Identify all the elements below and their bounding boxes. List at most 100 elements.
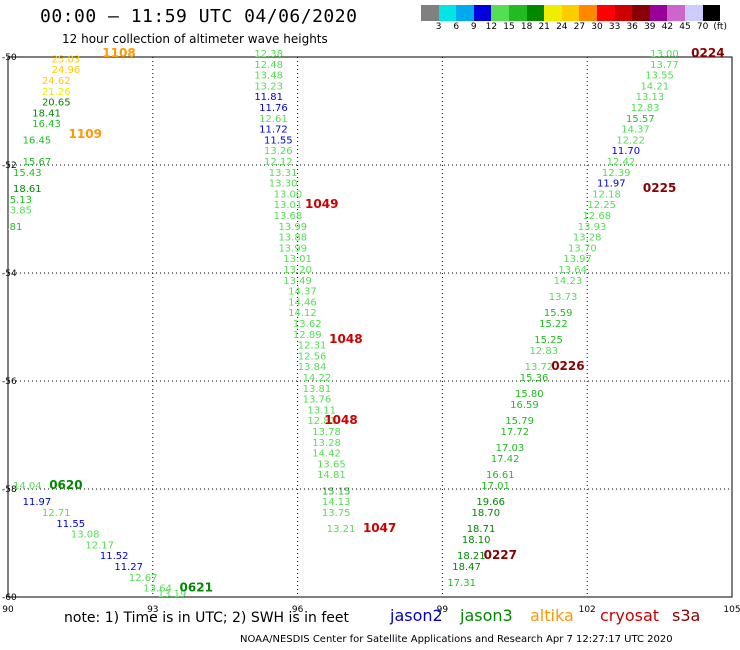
credit-line: NOAA/NESDIS Center for Satellite Applica… bbox=[240, 634, 673, 645]
legend-swatch bbox=[684, 5, 703, 21]
swh-value: 13.85 bbox=[3, 206, 32, 217]
swh-value: 12.12 bbox=[264, 157, 293, 168]
swh-value: 11.27 bbox=[114, 562, 143, 573]
swh-value: 13.19 bbox=[158, 589, 187, 600]
swh-value: 13.01 bbox=[283, 254, 312, 265]
legend-label: 45 bbox=[679, 22, 691, 32]
pass-time-label: 1047 bbox=[363, 521, 396, 535]
lat-tick-label: -54 bbox=[2, 269, 17, 279]
pass-time-label: 1108 bbox=[102, 46, 135, 60]
legend-swatch bbox=[473, 5, 492, 21]
swh-value: 13.81 bbox=[303, 384, 332, 395]
swh-value: 13.99 bbox=[278, 243, 307, 254]
swh-value: 11.55 bbox=[56, 519, 85, 530]
legend-label: 33 bbox=[608, 22, 621, 32]
swh-value: 13.65 bbox=[317, 459, 346, 470]
legend-swatch bbox=[632, 5, 650, 21]
lat-tick-label: -60 bbox=[2, 593, 17, 603]
swh-value: 15.67 bbox=[23, 157, 52, 168]
swh-value: 12.38 bbox=[254, 49, 283, 60]
swh-value: 11.76 bbox=[259, 103, 288, 114]
swh-value: 15.43 bbox=[13, 168, 42, 179]
satellite-cryosat: cryosat bbox=[600, 606, 660, 625]
swh-value: 15.36 bbox=[520, 373, 549, 384]
swh-value: 19.66 bbox=[476, 497, 505, 508]
swh-value: 13.01 bbox=[274, 200, 303, 211]
pass-time-label: 0227 bbox=[484, 548, 517, 562]
swh-value: 13.97 bbox=[563, 254, 592, 265]
swh-value: 14.37 bbox=[621, 125, 650, 136]
legend-label: 9 bbox=[470, 22, 477, 32]
swh-value: 12.39 bbox=[602, 168, 631, 179]
legend-swatch bbox=[579, 5, 597, 21]
swh-value: 17.81 bbox=[0, 222, 22, 233]
swh-value: 13.00 bbox=[650, 49, 679, 60]
color-scale-legend bbox=[421, 5, 721, 21]
swh-value: 12.31 bbox=[298, 341, 327, 352]
legend-swatch bbox=[667, 5, 685, 21]
swh-value: 13.28 bbox=[573, 233, 602, 244]
swh-value: 18.10 bbox=[462, 535, 491, 546]
swh-value: 12.81 bbox=[307, 416, 336, 427]
swh-value: 11.52 bbox=[100, 551, 129, 562]
swh-value: 14.23 bbox=[554, 276, 583, 287]
satellite-jason3: jason3 bbox=[460, 606, 513, 625]
swh-value: 17.03 bbox=[496, 443, 525, 454]
swh-value: 13.13 bbox=[636, 92, 665, 103]
swh-value: 11.72 bbox=[259, 125, 288, 136]
legend-swatch bbox=[596, 5, 615, 21]
swh-value: 12.89 bbox=[293, 330, 322, 341]
legend-swatch bbox=[702, 5, 721, 21]
swh-value: 15.79 bbox=[505, 416, 534, 427]
legend-label: 42 bbox=[661, 22, 674, 32]
swh-value: 14.22 bbox=[303, 373, 332, 384]
swh-value: 18.61 bbox=[13, 184, 42, 195]
swh-value: 13.99 bbox=[278, 222, 307, 233]
legend-swatch bbox=[544, 5, 562, 21]
swh-value: 13.84 bbox=[298, 362, 327, 373]
pass-time-label: 0226 bbox=[551, 359, 584, 373]
legend-swatch bbox=[491, 5, 509, 21]
swh-value: 17.72 bbox=[500, 427, 529, 438]
page-title: 00:00 – 11:59 UTC 04/06/2020 bbox=[40, 6, 358, 27]
legend-label: 70 bbox=[696, 22, 709, 32]
legend-swatch bbox=[456, 5, 474, 21]
lon-tick-label: 90 bbox=[2, 605, 14, 615]
swh-value: 12.17 bbox=[85, 540, 114, 551]
swh-value: 17.31 bbox=[447, 578, 476, 589]
swh-value: 17.42 bbox=[491, 454, 520, 465]
pass-time-label: 0621 bbox=[180, 581, 213, 595]
legend-swatch bbox=[438, 5, 457, 21]
swh-value: 13.64 bbox=[143, 584, 172, 595]
swh-value: 12.18 bbox=[592, 189, 621, 200]
swh-value: 24.96 bbox=[52, 65, 81, 76]
swh-value: 13.08 bbox=[71, 530, 100, 541]
swh-value: 12.25 bbox=[587, 200, 616, 211]
legend-swatch bbox=[508, 5, 527, 21]
legend-swatch bbox=[649, 5, 668, 21]
lon-tick-label: 96 bbox=[292, 605, 304, 615]
swh-value: 21.26 bbox=[42, 87, 71, 98]
swh-value: 12.61 bbox=[259, 114, 288, 125]
legend-swatch bbox=[526, 5, 545, 21]
swh-value: 14.42 bbox=[312, 449, 341, 460]
swh-value: 14.37 bbox=[288, 287, 317, 298]
legend-label: 3 bbox=[435, 22, 442, 32]
swh-value: 13.49 bbox=[283, 276, 312, 287]
swh-value: 13.30 bbox=[269, 179, 298, 190]
lon-tick-label: 105 bbox=[723, 605, 740, 615]
swh-value: 25.03 bbox=[52, 54, 81, 65]
satellite-jason2: jason2 bbox=[390, 606, 443, 625]
plot-frame bbox=[7, 56, 733, 598]
swh-value: 15.57 bbox=[626, 114, 655, 125]
lat-tick-label: -50 bbox=[2, 53, 17, 63]
swh-value: 14.04 bbox=[13, 481, 42, 492]
lon-tick-label: 102 bbox=[579, 605, 596, 615]
swh-value: 13.77 bbox=[650, 60, 679, 71]
swh-value: 13.88 bbox=[278, 233, 307, 244]
footer-note: note: 1) Time is in UTC; 2) SWH is in fe… bbox=[64, 610, 350, 626]
legend-label: 39 bbox=[644, 22, 656, 32]
legend-label: 18 bbox=[520, 22, 533, 32]
pass-time-label: 1048 bbox=[329, 332, 362, 346]
swh-value: 13.28 bbox=[312, 438, 341, 449]
